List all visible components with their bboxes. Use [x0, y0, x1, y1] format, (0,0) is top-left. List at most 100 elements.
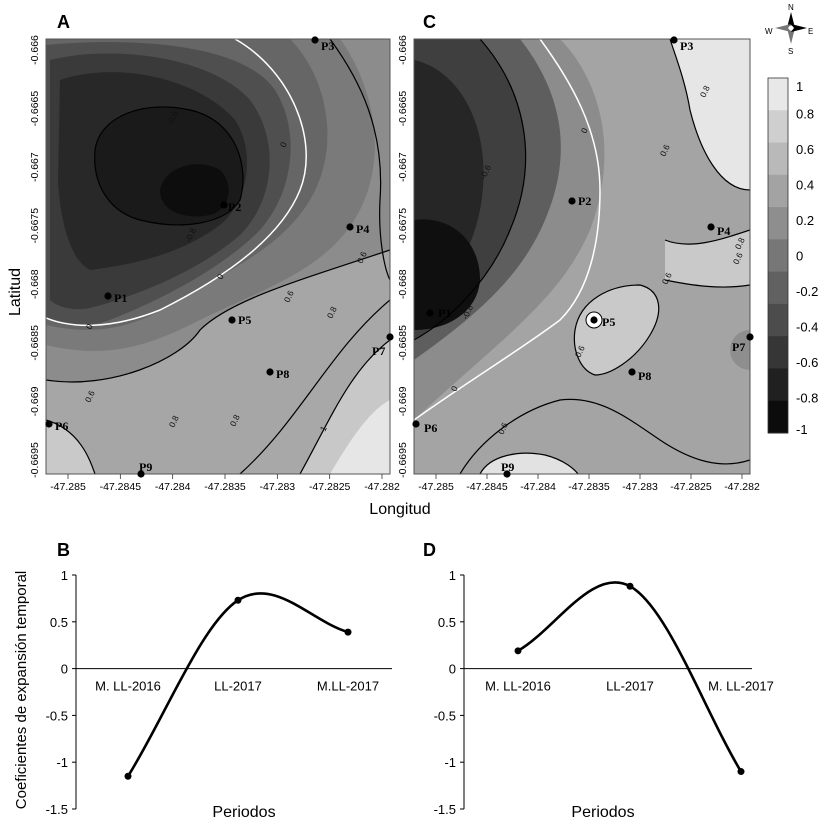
contour-label-a: 0.6: [355, 250, 369, 265]
panel-letter-d: D: [423, 540, 436, 560]
sample-point-label: P7: [372, 344, 385, 358]
contour-label-a: 0.8: [325, 305, 339, 320]
data-point: [234, 596, 242, 604]
sample-point-marker: [412, 420, 420, 428]
colorbar-tick-label: 0.4: [796, 178, 814, 193]
category-label: LL-2017: [606, 679, 654, 694]
y-tick-label: 0.5: [438, 615, 456, 630]
sample-point-marker: [426, 309, 434, 317]
contour-label-a: 0.6: [282, 289, 296, 304]
map-xtick-label: -47.284: [155, 481, 191, 493]
map-xlabel: Longitud: [369, 501, 430, 518]
contour-label-a: 0.6: [83, 389, 97, 404]
y-tick-label: -1: [56, 755, 68, 770]
map-xtick-label: -47.283: [260, 481, 296, 493]
sample-point-marker: [137, 470, 145, 478]
sample-point-marker: [346, 223, 354, 231]
category-label: M. LL-2016: [95, 679, 161, 694]
panel-letter-a: A: [57, 12, 70, 32]
map-xtick-label: -47.285: [50, 481, 86, 493]
map-xtick-label: -47.2845: [100, 481, 142, 493]
y-tick-label: -1.5: [46, 802, 68, 817]
colorbar-tick-label: 1: [796, 79, 803, 94]
category-label: M. LL-2017: [708, 679, 774, 694]
contour-label-a: 0: [215, 272, 226, 281]
category-label: LL-2017: [214, 679, 262, 694]
contour-label-c: 0.6: [573, 344, 587, 359]
sample-point-marker: [311, 36, 319, 44]
data-point: [737, 768, 745, 776]
map-ytick-label: -0.6665: [29, 91, 41, 127]
sample-point-marker: [746, 333, 754, 341]
y-tick-label: -1: [444, 755, 456, 770]
sample-point-marker: [707, 223, 715, 231]
compass-n: N: [788, 3, 794, 12]
colorbar-tick-label: 0.2: [796, 213, 814, 228]
colorbar-tick-label: -0.2: [796, 284, 818, 299]
map-xtick-label: -47.285: [418, 481, 454, 493]
sample-point-label: P6: [55, 419, 68, 433]
contour-label-c: 0.6: [496, 421, 510, 436]
sample-point-marker: [45, 420, 53, 428]
contour-label-a: 0: [84, 322, 95, 331]
line-chart-d: 1 0.5 0 -0.5 -1 -1.5 M. LL-2016 LL-2017 M. LL-20…: [434, 568, 774, 821]
colorbar: 1 0.8 0.6 0.4 0.2 0 -0.2 -0.4 -0.6 -0.8 -1: [767, 77, 818, 437]
sample-point-label: P8: [276, 367, 289, 381]
contour-label-a: 0.8: [228, 413, 242, 428]
colorbar-tick-label: -0.4: [796, 320, 818, 335]
map-panel-c: [413, 38, 751, 475]
colorbar-swatch: [768, 368, 788, 402]
category-label: M.LL-2017: [317, 679, 379, 694]
compass-rose-icon: N S E W: [765, 3, 813, 56]
contour-label-c: 0.6: [660, 271, 674, 286]
colorbar-tick-label: 0.6: [796, 142, 814, 157]
colorbar-swatch: [768, 142, 788, 176]
colorbar-swatch: [768, 239, 788, 273]
y-tick-label: 1: [449, 568, 456, 583]
y-tick-label: 0: [449, 662, 456, 677]
map-ytick-label: -0.669: [397, 386, 409, 416]
sample-point-marker: [503, 470, 511, 478]
map-ylabel: Latitud: [7, 268, 24, 316]
contour-label-c: 0.8: [698, 84, 712, 99]
map-xtick-label: -47.284: [520, 481, 556, 493]
sample-point-label: P5: [238, 313, 251, 327]
map-xtick-label: -47.282: [364, 481, 400, 493]
sample-point-label: P1: [438, 306, 451, 320]
data-point: [124, 772, 132, 780]
sample-point-label: P2: [578, 194, 591, 208]
colorbar-frame: [767, 77, 789, 434]
map-xtick-label: -47.2835: [568, 481, 610, 493]
sample-point-marker: [628, 368, 636, 376]
map-ytick-label: -0.666: [29, 35, 41, 65]
colorbar-swatch: [768, 400, 788, 434]
y-tick-label: 1: [61, 568, 68, 583]
y-tick-label: 0.5: [50, 615, 68, 630]
colorbar-tick-label: -0.6: [796, 355, 818, 370]
sample-point-label: P6: [424, 421, 437, 435]
data-point: [626, 582, 634, 590]
sample-point-label: P8: [638, 369, 651, 383]
sample-point-label: P5: [602, 315, 615, 329]
panel-letter-c: C: [423, 12, 436, 32]
sample-point-label: P4: [717, 224, 730, 238]
line-ylabel: Coeficientes de expansión temporal: [13, 571, 30, 809]
compass-w: W: [765, 27, 773, 36]
contour-label-c: 0: [579, 126, 590, 135]
map-xtick-label: -47.283: [622, 481, 658, 493]
sample-point-label: P3: [680, 39, 693, 53]
colorbar-swatch: [768, 174, 788, 208]
map-ytick-label: -0.6665: [397, 91, 409, 127]
sample-point-marker: [670, 36, 678, 44]
contour-label-c: 0.8: [733, 236, 747, 251]
map-ytick-label: -0.669: [29, 386, 41, 416]
sample-point-marker: [220, 201, 228, 209]
sample-point-marker: [386, 333, 394, 341]
sample-point-marker: [590, 316, 598, 324]
contour-label-c: 0: [449, 384, 460, 393]
colorbar-swatch: [768, 336, 788, 369]
colorbar-swatch: [768, 110, 788, 144]
map-ytick-label: -0.6695: [29, 442, 41, 478]
colorbar-tick-label: 0.8: [796, 107, 814, 122]
